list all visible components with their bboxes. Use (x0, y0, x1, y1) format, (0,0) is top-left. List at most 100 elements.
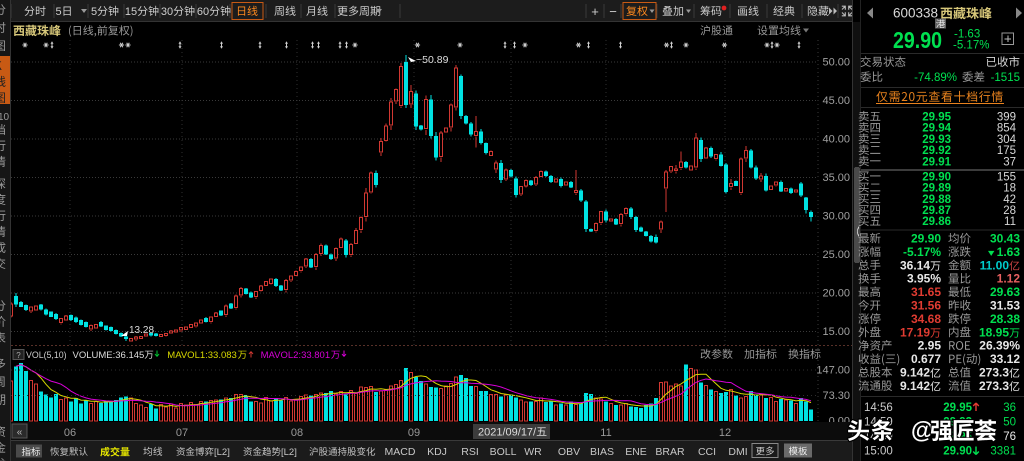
svg-text:15:00: 15:00 (864, 446, 893, 458)
svg-text:31.53: 31.53 (990, 299, 1020, 313)
svg-text:18: 18 (1003, 183, 1016, 195)
svg-text:~50.89: ~50.89 (416, 54, 449, 66)
svg-text:5: 5 (131, 6, 137, 18)
svg-text:VOL(5,10): VOL(5,10) (26, 350, 67, 360)
svg-text:33.12: 33.12 (990, 352, 1020, 366)
svg-text:399: 399 (997, 112, 1016, 124)
svg-text:11: 11 (1004, 216, 1016, 228)
svg-text:29.87: 29.87 (922, 205, 951, 217)
svg-text:OBV: OBV (558, 446, 580, 458)
svg-text:3: 3 (161, 6, 167, 18)
svg-text:25.00: 25.00 (822, 249, 850, 261)
svg-text:@: @ (911, 417, 933, 443)
svg-text:20.00: 20.00 (822, 288, 850, 300)
svg-text:29.91: 29.91 (922, 156, 951, 168)
svg-text:-74.89%: -74.89% (914, 72, 957, 84)
svg-text:0: 0 (203, 6, 209, 18)
svg-text:[L2]: [L2] (281, 447, 297, 458)
svg-text:600338: 600338 (893, 6, 938, 21)
svg-text:28.38: 28.38 (990, 312, 1020, 326)
svg-text:28: 28 (1003, 205, 1016, 217)
svg-text:29.94: 29.94 (922, 123, 951, 135)
svg-text:10: 10 (0, 112, 10, 123)
svg-text:?: ? (16, 351, 21, 360)
svg-text:30.00: 30.00 (822, 211, 850, 223)
svg-text:MAVOL2:33.801: MAVOL2:33.801 (261, 350, 331, 361)
svg-text:26.39%: 26.39% (979, 339, 1020, 353)
svg-text:RSI: RSI (461, 446, 479, 458)
svg-text:50: 50 (1003, 417, 1016, 429)
svg-text:29.93: 29.93 (922, 134, 951, 146)
svg-text:304: 304 (997, 134, 1017, 146)
svg-text:12: 12 (719, 427, 731, 439)
svg-text:1.63: 1.63 (997, 245, 1021, 259)
svg-text:09: 09 (408, 427, 420, 439)
svg-text:CCI: CCI (698, 446, 716, 458)
svg-text:76: 76 (1003, 431, 1016, 443)
svg-text:-5.17%: -5.17% (953, 40, 989, 52)
svg-text:2.95: 2.95 (918, 339, 942, 353)
svg-text:−: − (609, 4, 617, 19)
svg-text:07: 07 (176, 427, 188, 439)
svg-text:29.95: 29.95 (922, 112, 951, 124)
svg-text:13.28: 13.28 (129, 325, 154, 336)
svg-text:+: + (591, 4, 599, 19)
svg-text:36: 36 (1003, 402, 1016, 414)
svg-text:«: « (17, 427, 23, 438)
svg-text:854: 854 (997, 123, 1017, 135)
svg-text:18.95: 18.95 (979, 325, 1009, 339)
svg-text:29.95: 29.95 (943, 402, 972, 414)
svg-text:0: 0 (167, 6, 173, 18)
svg-text:1: 1 (125, 6, 131, 18)
svg-text:155: 155 (997, 171, 1016, 183)
svg-text:BIAS: BIAS (590, 446, 614, 458)
svg-text:-1.63: -1.63 (954, 29, 980, 41)
svg-text:14:56: 14:56 (864, 402, 893, 414)
svg-text:29.90: 29.90 (922, 171, 951, 183)
svg-text:29.88: 29.88 (922, 194, 951, 206)
svg-text:9.142: 9.142 (900, 366, 930, 380)
svg-text:1.12: 1.12 (997, 272, 1021, 286)
svg-text:5: 5 (91, 6, 97, 18)
svg-text:34.68: 34.68 (911, 312, 941, 326)
svg-text:6: 6 (197, 6, 203, 18)
svg-text:31.56: 31.56 (911, 299, 941, 313)
svg-text:11: 11 (600, 427, 611, 439)
svg-text:-5.17%: -5.17% (903, 245, 941, 259)
svg-text:30.43: 30.43 (990, 232, 1020, 246)
svg-text:175: 175 (997, 145, 1016, 157)
svg-text:29.90: 29.90 (893, 27, 942, 53)
svg-text:42: 42 (1003, 194, 1016, 206)
svg-text:VOLUME:36.145: VOLUME:36.145 (73, 350, 145, 361)
svg-text:0.677: 0.677 (911, 352, 941, 366)
svg-text:2021/09/17/: 2021/09/17/ (478, 427, 537, 439)
svg-text:08: 08 (291, 427, 303, 439)
svg-text:17.19: 17.19 (900, 325, 930, 339)
svg-text:29.63: 29.63 (990, 285, 1020, 299)
svg-text:BRAR: BRAR (655, 446, 685, 458)
svg-text:06: 06 (64, 427, 76, 439)
svg-text:37: 37 (1003, 156, 1016, 168)
svg-text:-1515: -1515 (991, 72, 1020, 84)
svg-text:29.92: 29.92 (922, 145, 951, 157)
svg-text:3.95%: 3.95% (907, 272, 941, 286)
svg-text:ENE: ENE (625, 446, 647, 458)
svg-text:273.3: 273.3 (979, 379, 1009, 393)
svg-text:36.14: 36.14 (900, 258, 930, 272)
svg-text:147.00: 147.00 (816, 365, 850, 377)
svg-text:273.3: 273.3 (979, 366, 1009, 380)
svg-text:5: 5 (56, 6, 62, 18)
svg-text:KDJ: KDJ (427, 446, 447, 458)
svg-text:73.30: 73.30 (822, 390, 850, 402)
svg-text:3381: 3381 (990, 446, 1016, 458)
svg-text:11.00: 11.00 (980, 258, 1010, 272)
svg-text:29.90: 29.90 (911, 232, 941, 246)
svg-text:31.65: 31.65 (911, 285, 941, 299)
svg-text:29.89: 29.89 (922, 183, 951, 195)
svg-text:[L2]: [L2] (214, 447, 230, 458)
svg-text:40.00: 40.00 (822, 134, 850, 146)
svg-text:45.00: 45.00 (822, 95, 850, 107)
svg-text:BOLL: BOLL (490, 446, 517, 458)
svg-text:9.142: 9.142 (900, 379, 930, 393)
svg-text:MACD: MACD (385, 446, 416, 458)
